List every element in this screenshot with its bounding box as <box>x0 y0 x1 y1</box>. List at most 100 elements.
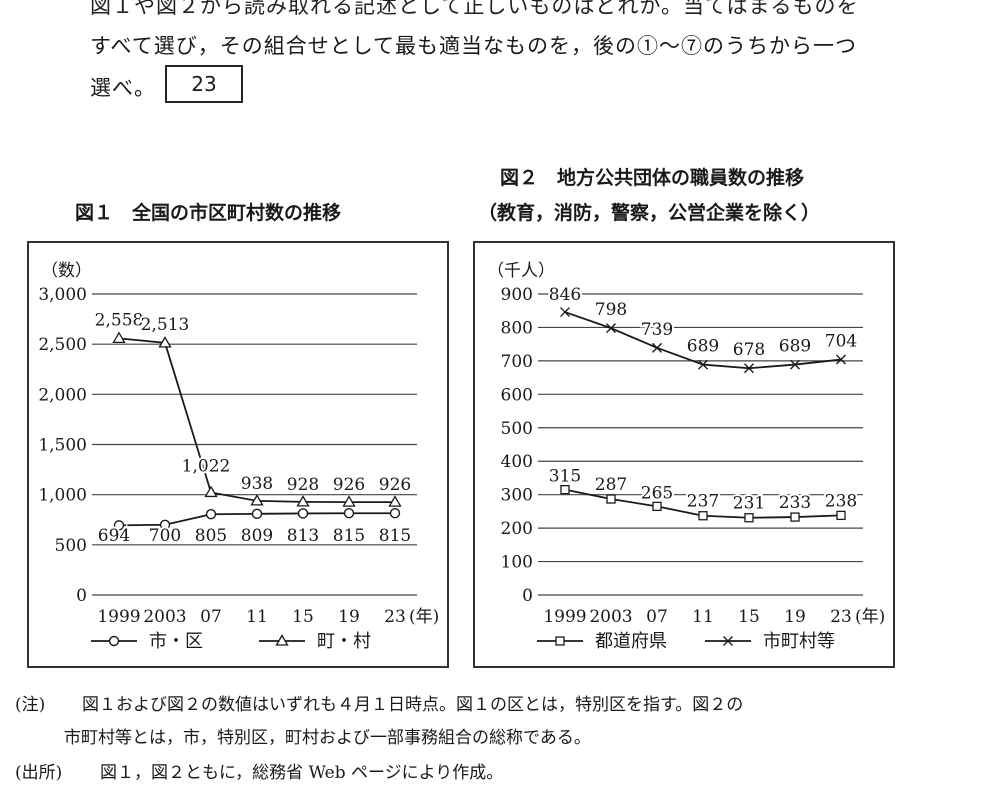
y-tick-label: 500 <box>501 419 533 439</box>
data-point-0 <box>251 508 263 520</box>
data-label: 2,558 <box>95 310 144 330</box>
data-label: 926 <box>379 475 411 495</box>
data-point-1 <box>204 485 218 498</box>
data-label: 233 <box>779 493 811 513</box>
x-tick-label: 11 <box>692 607 714 627</box>
legend-label: 都道府県 <box>595 631 667 652</box>
y-tick-label: 0 <box>522 586 533 606</box>
data-label: 704 <box>825 332 857 352</box>
data-point-0 <box>113 520 125 531</box>
y-tick-label: 600 <box>501 385 533 405</box>
legend-label: 市町村等 <box>763 631 835 652</box>
x-tick-label: 2003 <box>143 607 186 627</box>
legend-marker <box>555 636 565 646</box>
data-label: 798 <box>595 300 627 320</box>
data-point-1 <box>836 354 846 365</box>
data-label: 238 <box>825 491 857 511</box>
x-tick-label: 19 <box>784 607 806 627</box>
data-point-0 <box>297 508 309 519</box>
y-tick-label: 300 <box>501 486 533 506</box>
data-label: 815 <box>379 526 411 546</box>
data-point-0 <box>836 510 846 521</box>
x-tick-label: 1999 <box>97 607 140 627</box>
x-tick-label: 2003 <box>589 607 632 627</box>
data-point-1 <box>112 331 126 343</box>
legend-marker <box>108 635 120 647</box>
y-tick-label: 400 <box>501 452 533 472</box>
data-point-1 <box>342 495 356 507</box>
legend-marker <box>275 634 289 646</box>
figure2-panel: （千人） 0 100 200 300 400 500 600 700 800 900 1999 2003… <box>473 241 895 668</box>
data-label: 938 <box>241 474 273 494</box>
x-axis-unit-label: (年) <box>409 607 439 627</box>
y-tick-label: 0 <box>76 586 87 606</box>
figure1-panel: （数） 0 500 1,000 1,500 2,000 2,500 3,000 1999 2003… <box>27 241 449 668</box>
data-point-0 <box>389 508 401 519</box>
y-tick-label: 100 <box>501 553 533 573</box>
x-tick-label: 23 <box>830 607 852 627</box>
x-tick-label: 1999 <box>543 607 586 627</box>
answer-number-box: 23 <box>165 65 243 103</box>
data-label: 231 <box>733 494 765 514</box>
legend-label: 町・村 <box>317 631 371 652</box>
data-label: 739 <box>641 320 673 340</box>
figure2-title-line2: （教育，消防，警察，公営企業を除く） <box>478 202 821 224</box>
data-point-0 <box>606 494 616 504</box>
data-label: 287 <box>595 475 627 495</box>
question-text-top: 図１や図２から読み取れる記述として正しいものはどれか。当てはまるものを <box>90 0 859 18</box>
y-tick-label: 500 <box>55 536 87 556</box>
data-point-1 <box>560 307 570 318</box>
data-point-1 <box>158 336 172 348</box>
y-axis-unit-label: （千人） <box>487 261 555 281</box>
source-text: 図１，図２ともに，総務省 Web ページにより作成。 <box>100 763 504 783</box>
data-point-0 <box>205 509 217 520</box>
data-label: 694 <box>98 526 130 546</box>
figure2-chart: （千人） 0 100 200 300 400 500 600 700 800 900 1999 2003… <box>487 261 885 652</box>
y-tick-label: 800 <box>501 318 533 338</box>
data-label: 928 <box>287 475 319 495</box>
data-point-1 <box>790 359 800 370</box>
note-line-1: 図１および図２の数値はいずれも４月１日時点。図１の区とは，特別区を指す。図２の <box>82 695 744 715</box>
y-tick-label: 1,500 <box>38 436 87 456</box>
y-axis-unit-label: （数） <box>41 261 92 281</box>
x-tick-label: 07 <box>200 607 222 627</box>
y-tick-label: 700 <box>501 352 533 372</box>
data-point-1 <box>388 495 402 507</box>
legend-marker <box>723 636 733 646</box>
note-line-2: 市町村等とは，市，特別区，町村および一部事務組合の総称である。 <box>64 728 591 748</box>
x-tick-label: 15 <box>738 607 760 627</box>
x-axis-unit-label: (年) <box>855 607 885 627</box>
y-tick-label: 900 <box>501 285 533 305</box>
data-label: 809 <box>241 526 273 546</box>
x-tick-label: 07 <box>646 607 668 627</box>
figure2-title-line1: 図２ 地方公共団体の職員数の推移 <box>500 167 805 189</box>
data-label: 678 <box>733 340 765 360</box>
y-tick-label: 2,500 <box>38 335 87 355</box>
data-point-0 <box>343 508 355 519</box>
data-label: 813 <box>287 526 319 546</box>
x-tick-label: 15 <box>292 607 314 627</box>
data-label: 926 <box>333 475 365 495</box>
data-label: 689 <box>779 337 811 357</box>
data-point-1 <box>250 494 264 506</box>
note-label: (注) <box>15 695 46 715</box>
figure1-chart: （数） 0 500 1,000 1,500 2,000 2,500 3,000 1999 2003… <box>38 261 439 652</box>
data-point-0 <box>560 484 570 495</box>
source-label: (出所) <box>15 763 63 783</box>
data-label: 846 <box>549 285 581 305</box>
data-point-1 <box>606 323 616 334</box>
data-point-0 <box>744 513 754 523</box>
data-label: 700 <box>149 526 181 546</box>
data-point-0 <box>790 512 800 522</box>
data-label: 2,513 <box>141 315 190 335</box>
data-label: 1,022 <box>182 456 231 476</box>
data-point-0 <box>652 501 662 512</box>
data-point-0 <box>698 511 708 521</box>
y-tick-label: 1,000 <box>38 486 87 506</box>
data-point-0 <box>159 519 171 530</box>
data-label: 805 <box>195 526 227 546</box>
data-label: 237 <box>687 492 719 512</box>
x-tick-label: 23 <box>384 607 406 627</box>
data-label: 689 <box>687 337 719 357</box>
data-label: 315 <box>549 467 581 487</box>
